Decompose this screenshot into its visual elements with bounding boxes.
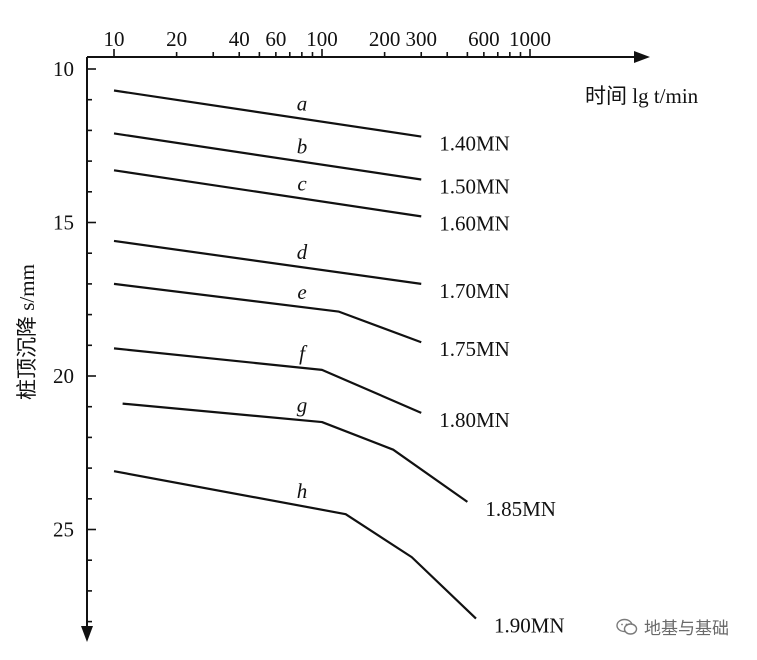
series-load-label-b: 1.50MN xyxy=(439,175,510,199)
series-line-a xyxy=(113,89,422,138)
series-letter-a: a xyxy=(297,92,308,116)
x-tick-label: 1000 xyxy=(509,27,551,51)
x-ticks: 10 20 40 60 100 200 300 600 1000 xyxy=(104,27,551,57)
x-tick-label: 300 xyxy=(405,27,437,51)
series-letter-f: f xyxy=(299,341,308,365)
series-line-f xyxy=(113,347,422,414)
series-line-d xyxy=(113,239,422,285)
y-axis-label: 桩顶沉降 s/mm xyxy=(15,264,39,400)
axes xyxy=(81,51,650,642)
x-tick-label: 100 xyxy=(306,27,338,51)
series-line-h xyxy=(113,470,477,620)
series-line-b xyxy=(113,132,422,181)
series-load-label-g: 1.85MN xyxy=(485,497,556,521)
series-letter-h: h xyxy=(297,479,308,503)
series-load-label-f: 1.80MN xyxy=(439,408,510,432)
x-tick-label: 20 xyxy=(166,27,187,51)
y-tick-label: 15 xyxy=(53,211,74,235)
x-tick-label: 600 xyxy=(468,27,500,51)
x-tick-label: 40 xyxy=(229,27,250,51)
x-tick-label: 60 xyxy=(265,27,286,51)
watermark-text: 地基与基础 xyxy=(644,619,729,639)
series-letter-b: b xyxy=(297,135,308,159)
series-group: a 1.40MN b 1.50MN c 1.60MN d 1.70MN e 1.75MN f 1.80… xyxy=(113,89,565,638)
series-letter-d: d xyxy=(297,240,308,264)
series-letter-c: c xyxy=(297,171,307,195)
y-ticks: 10 15 20 25 xyxy=(53,57,96,623)
series-letter-g: g xyxy=(297,393,308,417)
series-letter-e: e xyxy=(297,280,306,304)
x-tick-label: 10 xyxy=(104,27,125,51)
series-load-label-c: 1.60MN xyxy=(439,211,510,235)
y-tick-label: 20 xyxy=(53,364,74,388)
y-axis-arrow xyxy=(81,626,93,642)
x-axis-arrow xyxy=(634,51,650,63)
series-load-label-e: 1.75MN xyxy=(439,337,510,361)
watermark: 地基与基础 xyxy=(616,614,729,639)
series-line-g xyxy=(122,402,469,503)
series-load-label-d: 1.70MN xyxy=(439,279,510,303)
y-tick-label: 10 xyxy=(53,57,74,81)
series-line-c xyxy=(113,169,422,218)
series-load-label-h: 1.90MN xyxy=(494,614,565,638)
x-axis-label: 时间 lg t/min xyxy=(585,84,699,108)
wechat-icon xyxy=(616,618,638,635)
series-line-e xyxy=(113,282,422,344)
series-load-label-a: 1.40MN xyxy=(439,132,510,156)
y-tick-label: 25 xyxy=(53,518,74,542)
x-tick-label: 200 xyxy=(369,27,401,51)
